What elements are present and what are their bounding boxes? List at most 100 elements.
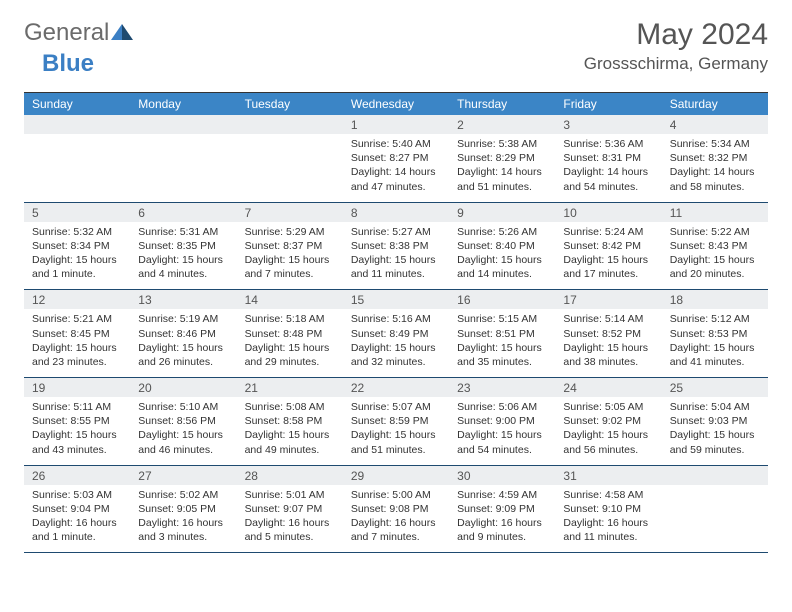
- calendar-week: 19Sunrise: 5:11 AMSunset: 8:55 PMDayligh…: [24, 378, 768, 466]
- cell-line: Sunrise: 5:34 AM: [670, 137, 760, 151]
- day-number: 6: [130, 203, 236, 222]
- cell-line: Sunrise: 5:15 AM: [457, 312, 547, 326]
- calendar-cell: 15Sunrise: 5:16 AMSunset: 8:49 PMDayligh…: [343, 290, 449, 377]
- cell-body: Sunrise: 5:05 AMSunset: 9:02 PMDaylight:…: [555, 397, 661, 465]
- cell-line: Sunrise: 5:14 AM: [563, 312, 653, 326]
- cell-line: and 49 minutes.: [245, 443, 335, 457]
- cell-line: Sunset: 8:52 PM: [563, 327, 653, 341]
- day-number: 8: [343, 203, 449, 222]
- calendar-cell: 8Sunrise: 5:27 AMSunset: 8:38 PMDaylight…: [343, 203, 449, 290]
- day-number: 25: [662, 378, 768, 397]
- cell-line: Daylight: 15 hours: [563, 428, 653, 442]
- cell-line: Sunset: 9:03 PM: [670, 414, 760, 428]
- cell-line: Sunset: 8:53 PM: [670, 327, 760, 341]
- day-number: 11: [662, 203, 768, 222]
- cell-body: Sunrise: 5:40 AMSunset: 8:27 PMDaylight:…: [343, 134, 449, 202]
- cell-line: Sunrise: 5:24 AM: [563, 225, 653, 239]
- day-number: [662, 466, 768, 485]
- weekday-label: Tuesday: [237, 93, 343, 115]
- cell-line: and 7 minutes.: [351, 530, 441, 544]
- cell-line: Sunset: 9:00 PM: [457, 414, 547, 428]
- cell-line: Sunset: 8:27 PM: [351, 151, 441, 165]
- cell-line: Sunset: 8:48 PM: [245, 327, 335, 341]
- calendar-cell: 27Sunrise: 5:02 AMSunset: 9:05 PMDayligh…: [130, 466, 236, 553]
- cell-line: Daylight: 15 hours: [245, 428, 335, 442]
- cell-body: Sunrise: 5:07 AMSunset: 8:59 PMDaylight:…: [343, 397, 449, 465]
- calendar-week: 1Sunrise: 5:40 AMSunset: 8:27 PMDaylight…: [24, 115, 768, 203]
- cell-line: Daylight: 15 hours: [32, 428, 122, 442]
- cell-line: Sunset: 9:10 PM: [563, 502, 653, 516]
- cell-line: and 51 minutes.: [457, 180, 547, 194]
- weekday-label: Thursday: [449, 93, 555, 115]
- cell-line: and 51 minutes.: [351, 443, 441, 457]
- calendar-cell: 5Sunrise: 5:32 AMSunset: 8:34 PMDaylight…: [24, 203, 130, 290]
- calendar-week: 12Sunrise: 5:21 AMSunset: 8:45 PMDayligh…: [24, 290, 768, 378]
- weekday-label: Friday: [555, 93, 661, 115]
- cell-line: Sunrise: 5:03 AM: [32, 488, 122, 502]
- cell-line: Daylight: 15 hours: [563, 341, 653, 355]
- calendar-cell: 28Sunrise: 5:01 AMSunset: 9:07 PMDayligh…: [237, 466, 343, 553]
- logo-triangle-icon: [111, 22, 133, 40]
- cell-line: and 17 minutes.: [563, 267, 653, 281]
- cell-line: Sunrise: 5:22 AM: [670, 225, 760, 239]
- cell-line: and 26 minutes.: [138, 355, 228, 369]
- weekday-label: Monday: [130, 93, 236, 115]
- calendar-cell: 4Sunrise: 5:34 AMSunset: 8:32 PMDaylight…: [662, 115, 768, 202]
- calendar-body: 1Sunrise: 5:40 AMSunset: 8:27 PMDaylight…: [24, 115, 768, 553]
- calendar-cell: 25Sunrise: 5:04 AMSunset: 9:03 PMDayligh…: [662, 378, 768, 465]
- cell-line: Daylight: 14 hours: [670, 165, 760, 179]
- cell-body: Sunrise: 5:18 AMSunset: 8:48 PMDaylight:…: [237, 309, 343, 377]
- cell-line: Daylight: 15 hours: [457, 428, 547, 442]
- calendar-cell: [130, 115, 236, 202]
- day-number: 18: [662, 290, 768, 309]
- calendar-cell: 24Sunrise: 5:05 AMSunset: 9:02 PMDayligh…: [555, 378, 661, 465]
- cell-line: Sunrise: 4:59 AM: [457, 488, 547, 502]
- cell-body: Sunrise: 5:31 AMSunset: 8:35 PMDaylight:…: [130, 222, 236, 290]
- cell-body: Sunrise: 5:00 AMSunset: 9:08 PMDaylight:…: [343, 485, 449, 553]
- cell-line: Sunrise: 5:05 AM: [563, 400, 653, 414]
- calendar-cell: 31Sunrise: 4:58 AMSunset: 9:10 PMDayligh…: [555, 466, 661, 553]
- cell-line: and 1 minute.: [32, 530, 122, 544]
- cell-line: Daylight: 15 hours: [138, 253, 228, 267]
- calendar-cell: 23Sunrise: 5:06 AMSunset: 9:00 PMDayligh…: [449, 378, 555, 465]
- cell-body: Sunrise: 5:21 AMSunset: 8:45 PMDaylight:…: [24, 309, 130, 377]
- day-number: [237, 115, 343, 134]
- weekday-label: Sunday: [24, 93, 130, 115]
- calendar: Sunday Monday Tuesday Wednesday Thursday…: [24, 92, 768, 553]
- cell-line: Sunrise: 5:06 AM: [457, 400, 547, 414]
- cell-line: and 3 minutes.: [138, 530, 228, 544]
- cell-body: Sunrise: 5:03 AMSunset: 9:04 PMDaylight:…: [24, 485, 130, 553]
- cell-line: Sunrise: 5:31 AM: [138, 225, 228, 239]
- cell-line: and 20 minutes.: [670, 267, 760, 281]
- cell-line: Daylight: 15 hours: [670, 253, 760, 267]
- logo-word-blue: Blue: [42, 50, 94, 78]
- cell-line: Sunset: 8:45 PM: [32, 327, 122, 341]
- cell-line: Sunset: 9:02 PM: [563, 414, 653, 428]
- calendar-cell: 6Sunrise: 5:31 AMSunset: 8:35 PMDaylight…: [130, 203, 236, 290]
- cell-line: and 54 minutes.: [457, 443, 547, 457]
- cell-body: Sunrise: 5:32 AMSunset: 8:34 PMDaylight:…: [24, 222, 130, 290]
- cell-line: and 5 minutes.: [245, 530, 335, 544]
- cell-line: Sunrise: 5:19 AM: [138, 312, 228, 326]
- cell-body: [237, 134, 343, 194]
- cell-line: and 46 minutes.: [138, 443, 228, 457]
- cell-body: Sunrise: 5:06 AMSunset: 9:00 PMDaylight:…: [449, 397, 555, 465]
- cell-body: [24, 134, 130, 194]
- calendar-cell: 13Sunrise: 5:19 AMSunset: 8:46 PMDayligh…: [130, 290, 236, 377]
- cell-line: Daylight: 15 hours: [245, 253, 335, 267]
- cell-line: Sunrise: 5:26 AM: [457, 225, 547, 239]
- cell-body: Sunrise: 5:19 AMSunset: 8:46 PMDaylight:…: [130, 309, 236, 377]
- cell-line: Daylight: 16 hours: [563, 516, 653, 530]
- cell-line: Daylight: 16 hours: [245, 516, 335, 530]
- cell-line: and 35 minutes.: [457, 355, 547, 369]
- day-number: 24: [555, 378, 661, 397]
- cell-body: Sunrise: 5:29 AMSunset: 8:37 PMDaylight:…: [237, 222, 343, 290]
- calendar-cell: 26Sunrise: 5:03 AMSunset: 9:04 PMDayligh…: [24, 466, 130, 553]
- cell-line: Sunset: 8:29 PM: [457, 151, 547, 165]
- cell-line: Daylight: 16 hours: [457, 516, 547, 530]
- day-number: 17: [555, 290, 661, 309]
- cell-body: Sunrise: 5:38 AMSunset: 8:29 PMDaylight:…: [449, 134, 555, 202]
- cell-body: Sunrise: 5:12 AMSunset: 8:53 PMDaylight:…: [662, 309, 768, 377]
- cell-line: and 56 minutes.: [563, 443, 653, 457]
- title-block: May 2024 Grossschirma, Germany: [584, 18, 768, 74]
